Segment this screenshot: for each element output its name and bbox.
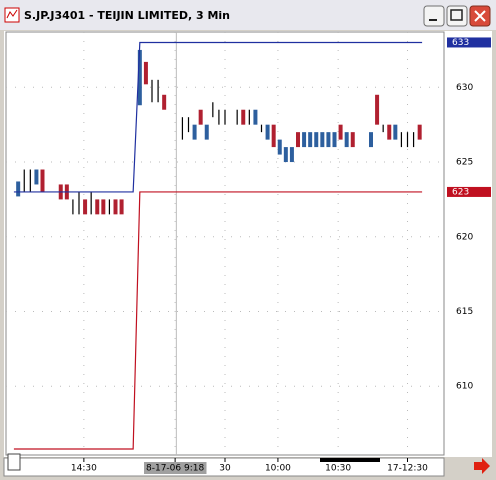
price-bar: [375, 94, 380, 125]
price-bar: [192, 124, 197, 140]
price-bar: [95, 199, 100, 215]
price-bar: [289, 147, 294, 163]
level-line: [13, 41, 423, 193]
price-bar: [212, 102, 214, 118]
y-tick-label: 620: [456, 232, 473, 242]
price-bar: [157, 79, 159, 103]
price-bar: [29, 169, 31, 192]
price-bar: [253, 109, 258, 125]
price-bar: [314, 132, 319, 148]
price-bar: [23, 169, 25, 192]
price-bar: [332, 132, 337, 148]
price-bar: [382, 124, 384, 133]
price-bar: [260, 124, 263, 133]
title-bar: [0, 0, 496, 30]
price-bar: [400, 132, 403, 148]
x-tick-label: 14:30: [71, 464, 97, 474]
price-bar: [338, 124, 343, 140]
minimize-button[interactable]: [423, 5, 445, 27]
price-bar: [119, 199, 124, 215]
scroll-arrow[interactable]: [474, 458, 490, 474]
price-bar: [137, 49, 142, 106]
price-bar: [344, 132, 349, 148]
price-tag: [447, 37, 491, 48]
level-line: [13, 191, 423, 450]
price-bar: [320, 132, 325, 148]
price-bar: [40, 169, 45, 192]
price-bar: [369, 132, 373, 148]
x-tick-label: 10:00: [265, 464, 291, 474]
price-tag-label: 633: [452, 38, 469, 48]
price-bar: [296, 132, 300, 148]
price-bar: [83, 199, 88, 215]
y-tick-label: 610: [456, 382, 473, 392]
x-tick-label: 30: [219, 464, 231, 474]
price-bar: [198, 109, 203, 125]
price-bar: [72, 199, 74, 215]
price-bar: [406, 132, 409, 148]
price-bar: [387, 124, 392, 140]
price-bar: [417, 124, 422, 140]
y-tick-label: 630: [456, 83, 473, 93]
y-tick-label: 625: [456, 158, 473, 168]
price-bar: [308, 132, 313, 148]
price-bar: [412, 132, 415, 148]
price-bar: [16, 181, 21, 197]
price-bar: [101, 199, 106, 215]
price-bar: [265, 124, 270, 140]
price-bar: [236, 109, 238, 125]
price-bar: [277, 139, 282, 155]
time-bar: [320, 458, 380, 462]
price-bar: [241, 109, 246, 125]
price-bar: [162, 94, 167, 110]
x-tick-label: 10:30: [325, 464, 351, 474]
price-bar: [224, 109, 226, 125]
price-bar: [34, 169, 39, 185]
cursor-time-box: [144, 462, 207, 474]
maximize-button[interactable]: [446, 5, 468, 27]
price-bar: [151, 79, 153, 103]
price-tag-label: 623: [452, 187, 469, 197]
scroll-box[interactable]: [7, 453, 21, 471]
close-button[interactable]: [469, 5, 491, 27]
price-bar: [108, 199, 111, 215]
plot-area: [5, 31, 445, 456]
price-bar: [271, 124, 276, 148]
price-bar: [248, 109, 250, 125]
price-bar: [393, 124, 398, 140]
price-bar: [113, 199, 118, 215]
app-icon-glyph: [6, 9, 18, 19]
x-tick-label: 17-12:30: [387, 464, 428, 474]
price-bar: [90, 191, 92, 215]
price-bar: [218, 109, 220, 125]
price-bar: [326, 132, 331, 148]
price-tag: [447, 186, 491, 197]
price-bar: [143, 61, 148, 85]
price-bar: [302, 132, 307, 148]
price-bar: [283, 147, 288, 163]
y-tick-label: 615: [456, 307, 473, 317]
price-bar: [181, 117, 184, 140]
x-tick-label: 8-17-06 9:18: [146, 464, 204, 474]
price-bar: [78, 191, 80, 215]
price-bar: [350, 132, 355, 148]
time-axis-strip: [3, 457, 445, 477]
price-bar: [187, 117, 190, 133]
price-bar: [204, 124, 209, 140]
window-title: S.JP.J3401 - TEIJIN LIMITED, 3 Min: [24, 9, 230, 22]
